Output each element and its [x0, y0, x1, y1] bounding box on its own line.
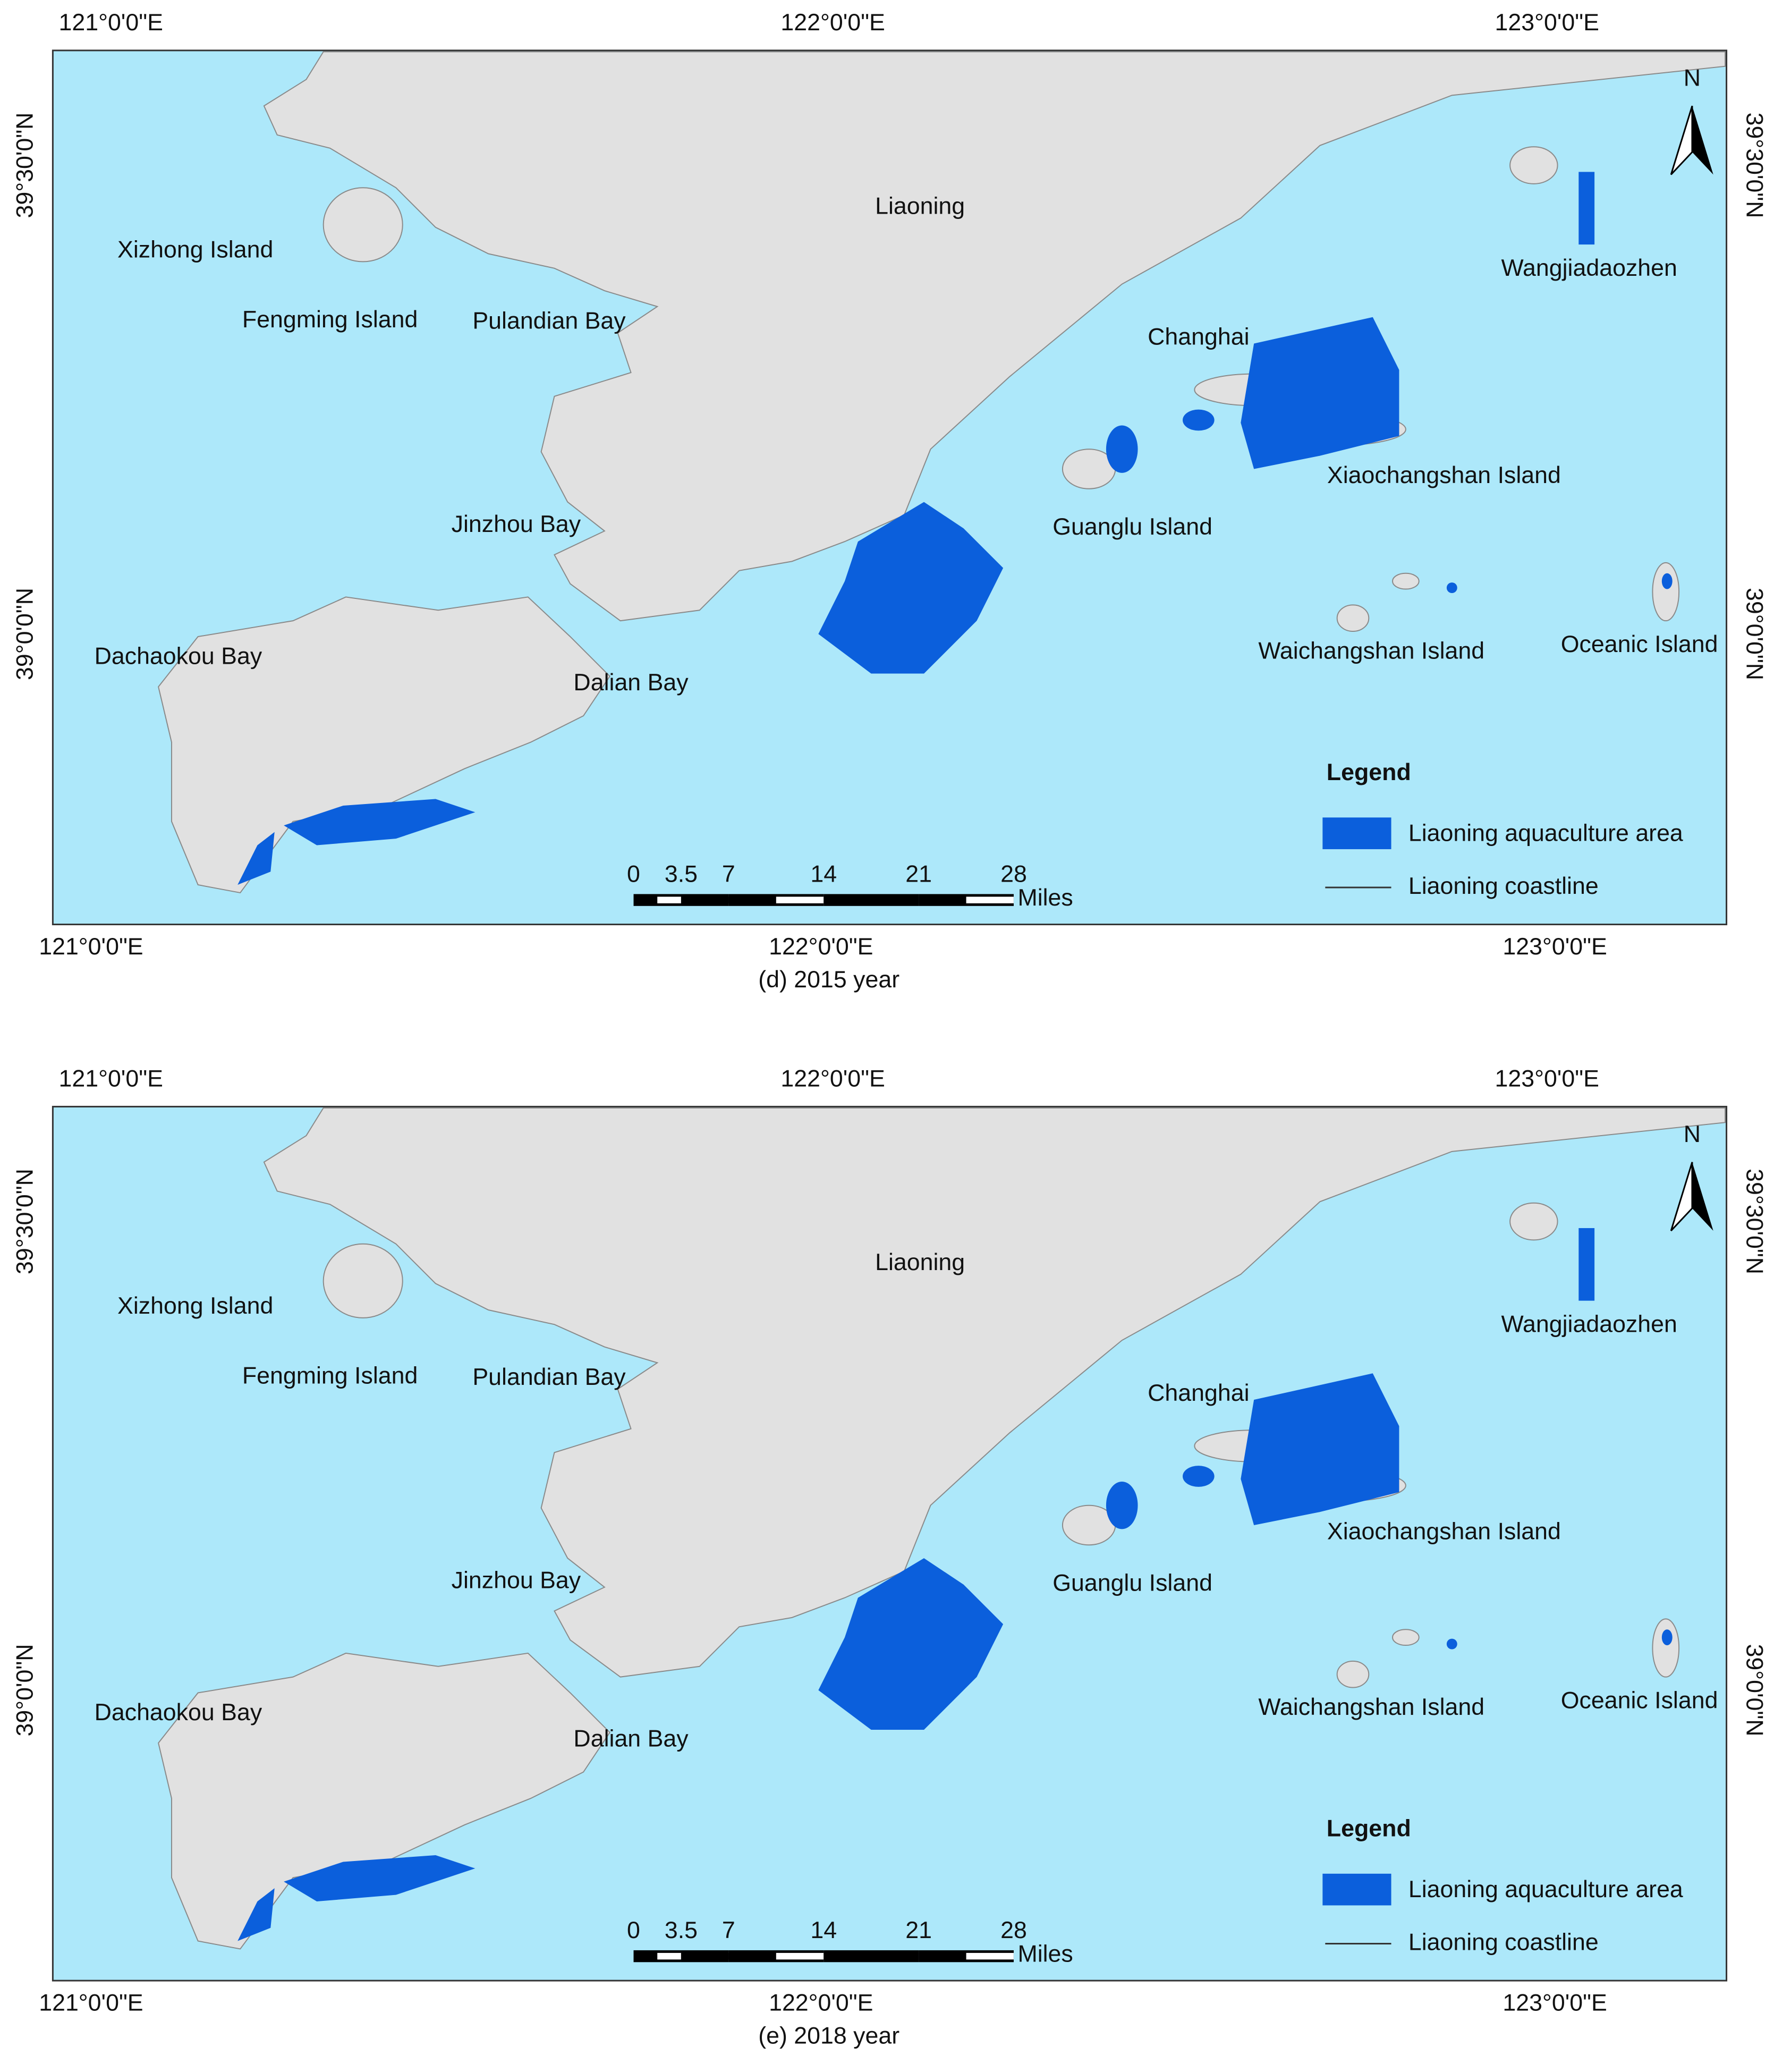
place-label: Fengming Island	[242, 307, 418, 333]
scale-segment	[871, 897, 919, 903]
scale-tick: 7	[722, 861, 735, 887]
lat-label: 39°30'0"N	[12, 113, 38, 218]
scale-tick: 0	[627, 1917, 640, 1943]
place-label: Dachaokou Bay	[95, 1699, 262, 1726]
map-panel: 121°0'0"E 122°0'0"E 123°0'0"E 121°0'0"E 122°…	[12, 1066, 1768, 2049]
place-label: Dalian Bay	[573, 1726, 689, 1752]
lon-label: 121°0'0"E	[58, 1066, 163, 1092]
lon-label: 122°0'0"E	[780, 10, 885, 36]
north-label: N	[1684, 65, 1701, 91]
scale-segment	[776, 897, 824, 903]
scale-segment	[657, 897, 681, 903]
lon-label: 123°0'0"E	[1503, 934, 1607, 960]
lon-label: 122°0'0"E	[780, 1066, 885, 1092]
lat-label: 39°30'0"N	[1741, 113, 1767, 218]
north-label: N	[1684, 1121, 1701, 1147]
caption: (e) 2018 year	[758, 2023, 899, 2049]
place-label: Dalian Bay	[573, 670, 689, 696]
place-label: Guanglu Island	[1052, 514, 1212, 540]
scale-tick: 28	[1000, 861, 1027, 887]
place-label: Xiaochangshan Island	[1327, 462, 1561, 488]
scale-tick: 14	[810, 861, 837, 887]
lon-label: 121°0'0"E	[39, 1990, 143, 2016]
place-label: Jinzhou Bay	[452, 511, 581, 537]
legend-item: Liaoning aquaculture area	[1408, 1876, 1683, 1902]
scale-tick: 28	[1000, 1917, 1027, 1943]
place-label: Oceanic Island	[1561, 631, 1718, 657]
lat-label: 39°0'0"N	[1741, 1644, 1767, 1737]
caption: (d) 2015 year	[758, 967, 899, 993]
scale-unit: Miles	[1017, 1941, 1073, 1967]
legend-title: Legend	[1327, 759, 1411, 785]
lon-label: 122°0'0"E	[769, 1990, 873, 2016]
scale-tick: 0	[627, 861, 640, 887]
legend-item: Liaoning coastline	[1408, 1929, 1599, 1955]
lon-label: 122°0'0"E	[769, 934, 873, 960]
place-label: Dachaokou Bay	[95, 644, 262, 670]
place-label: Xizhong Island	[117, 236, 273, 263]
place-label: Liaoning	[875, 193, 965, 219]
lon-label: 121°0'0"E	[58, 10, 163, 36]
scale-segment	[776, 1952, 824, 1960]
place-label: Oceanic Island	[1561, 1688, 1718, 1714]
scale-tick: 21	[905, 1917, 932, 1943]
place-label: Jinzhou Bay	[452, 1568, 581, 1594]
place-label: Pulandian Bay	[472, 308, 626, 334]
scale-tick: 14	[810, 1917, 837, 1943]
scale-segment	[657, 1952, 681, 1960]
place-label: Fengming Island	[242, 1363, 418, 1389]
scale-tick: 3.5	[665, 1917, 698, 1943]
lat-label: 39°0'0"N	[1741, 588, 1767, 680]
place-label: Changhai	[1148, 324, 1249, 350]
lon-label: 123°0'0"E	[1495, 10, 1599, 36]
lat-label: 39°30'0"N	[1741, 1169, 1767, 1274]
lon-label: 123°0'0"E	[1503, 1990, 1607, 2016]
legend-item: Liaoning aquaculture area	[1408, 820, 1683, 846]
place-label: Guanglu Island	[1052, 1570, 1212, 1596]
scale-tick: 7	[722, 1917, 735, 1943]
place-label: Waichangshan Island	[1258, 638, 1484, 664]
lon-label: 123°0'0"E	[1495, 1066, 1599, 1092]
lat-label: 39°30'0"N	[12, 1169, 38, 1274]
scale-tick: 21	[905, 861, 932, 887]
scale-segment	[704, 897, 729, 903]
place-label: Xiaochangshan Island	[1327, 1519, 1561, 1545]
place-label: Pulandian Bay	[472, 1364, 626, 1390]
scale-tick: 3.5	[665, 861, 698, 887]
scale-segment	[966, 897, 1014, 903]
scale-segment	[704, 1952, 729, 1960]
legend-title: Legend	[1327, 1816, 1411, 1842]
place-label: Waichangshan Island	[1258, 1694, 1484, 1720]
scale-segment	[966, 1952, 1014, 1960]
place-label: Wangjiadaozhen	[1501, 1312, 1677, 1338]
lat-label: 39°0'0"N	[12, 1644, 38, 1737]
map-panel: 121°0'0"E 122°0'0"E 123°0'0"E 121°0'0"E 122°…	[12, 10, 1768, 993]
lat-label: 39°0'0"N	[12, 588, 38, 680]
place-label: Liaoning	[875, 1249, 965, 1275]
legend-item: Liaoning coastline	[1408, 873, 1599, 899]
place-label: Xizhong Island	[117, 1293, 273, 1319]
scale-unit: Miles	[1017, 885, 1073, 911]
lon-label: 121°0'0"E	[39, 934, 143, 960]
place-label: Wangjiadaozhen	[1501, 255, 1677, 281]
place-label: Changhai	[1148, 1380, 1249, 1406]
scale-segment	[871, 1952, 919, 1960]
